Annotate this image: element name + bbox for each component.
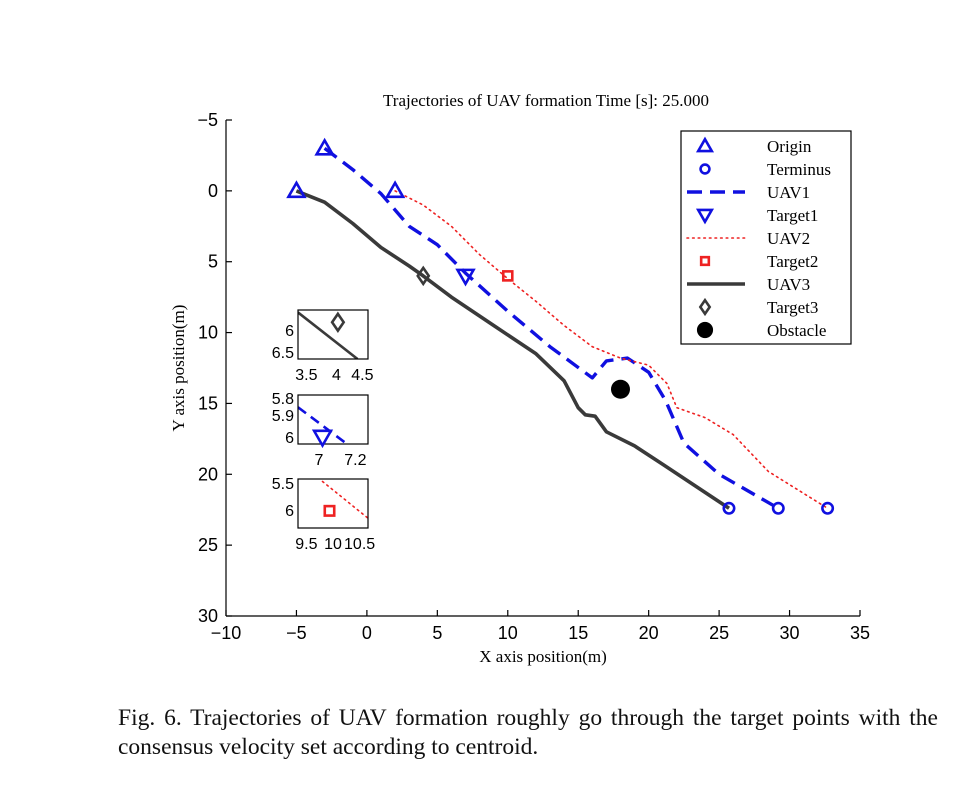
series-line-uav2 (394, 190, 829, 510)
x-tick-label: 30 (780, 623, 800, 643)
marker-obstacle-0 (610, 379, 630, 399)
legend-swatch-origin (695, 136, 715, 153)
series-line-uav1 (323, 146, 780, 510)
inset-content (321, 480, 368, 520)
inset-marker-target1 (311, 429, 334, 449)
chart-title: Trajectories of UAV formation Time [s]: … (383, 91, 709, 110)
y-tick-label: 30 (198, 606, 218, 626)
inset-x-tick-label: 10 (324, 536, 342, 553)
marker-layer (286, 137, 835, 515)
inset-y-tick-label: 5.5 (272, 476, 294, 493)
legend-swatch-target1 (695, 208, 715, 225)
inset-y-tick-label: 6 (285, 323, 294, 340)
trajectory-chart: 66.53.5 4 4.55.85.967 7.25.569.5 10 10.5 −10−… (169, 91, 870, 666)
legend-label-target3: Target3 (767, 298, 818, 317)
inset-y-tick-label: 6 (285, 503, 294, 520)
legend-swatch-terminus (699, 163, 711, 175)
inset-content (298, 311, 359, 359)
legend-label-target2: Target2 (767, 252, 818, 271)
inset-Target2-zoom: 5.5 69.5 10 10.5 (272, 476, 376, 553)
inset-y-tick-label: 6.5 (272, 345, 294, 362)
inset-marker-target3 (330, 311, 346, 333)
legend-label-origin: Origin (767, 137, 812, 156)
y-tick-label: 25 (198, 535, 218, 555)
inset-x-tick-label: 10.5 (344, 536, 375, 553)
marker-origin-2 (384, 180, 406, 199)
inset-frame (297, 394, 369, 445)
figure-caption: Fig. 6. Trajectories of UAV formation ro… (118, 705, 938, 760)
x-tick-label: 25 (709, 623, 729, 643)
inset-x-tick-label: 4.5 (351, 367, 373, 384)
marker-target3-0 (416, 265, 431, 287)
legend-label-target1: Target1 (767, 206, 818, 225)
legend-label-uav2: UAV2 (767, 229, 810, 248)
y-axis-label: Y axis position(m) (169, 305, 188, 432)
inset-trajectory-line (298, 311, 359, 359)
legend-label-uav1: UAV1 (767, 183, 810, 202)
inset-x-tick-label: 7 (315, 452, 324, 469)
inset-x-tick-label: 9.5 (295, 536, 317, 553)
inset-x-tick-label: 4 (332, 367, 341, 384)
legend-label-uav3: UAV3 (767, 275, 810, 294)
marker-origin-0 (314, 137, 335, 156)
inset-y-tick-label: 5.8 (272, 391, 294, 408)
x-tick-label: 10 (498, 623, 518, 643)
series-layer (295, 146, 829, 510)
x-axis-label: X axis position(m) (479, 647, 607, 666)
x-tick-label: 5 (432, 623, 442, 643)
inset-y-tick-label: 6 (285, 430, 294, 447)
y-tick-label: −5 (197, 110, 218, 130)
y-tick-label: 0 (208, 181, 218, 201)
x-tick-label: 20 (639, 623, 659, 643)
legend: Origin Terminus UAV1 Target1 UAV2 Target2 UAV3… (680, 130, 852, 345)
x-tick-label: −5 (286, 623, 307, 643)
inset-trajectory-line (298, 406, 348, 444)
y-tick-label: 5 (208, 252, 218, 272)
axes-layer: −10 −5 0 5 10 15 20 25 30 35 −5 0 5 10 15 20 25 30 Traject… (169, 91, 870, 666)
inset-x-tick-label: 7.2 (344, 452, 366, 469)
marker-terminus-0 (722, 501, 736, 515)
y-tick-label: 20 (198, 464, 218, 484)
x-tick-label: 35 (850, 623, 870, 643)
inset-Target3-zoom: 6 6.53.5 4 4.5 (272, 309, 374, 384)
legend-swatch-target3 (698, 297, 712, 317)
marker-origin-1 (286, 180, 307, 199)
marker-target2-0 (501, 270, 514, 282)
marker-terminus-2 (821, 501, 835, 515)
inset-trajectory-line (321, 480, 368, 520)
inset-x-tick-label: 3.5 (295, 367, 317, 384)
inset-content (298, 406, 348, 444)
legend-label-terminus: Terminus (767, 160, 831, 179)
inset-frame (297, 309, 369, 360)
x-tick-label: −10 (211, 623, 242, 643)
x-tick-label: 15 (568, 623, 588, 643)
marker-target1-0 (455, 268, 476, 287)
legend-label-obstacle: Obstacle (767, 321, 826, 340)
y-tick-label: 15 (198, 393, 218, 413)
marker-terminus-1 (771, 501, 785, 515)
inset-marker-target2 (323, 504, 336, 517)
legend-swatch-obstacle (696, 321, 714, 339)
inset-y-tick-label: 5.9 (272, 408, 294, 425)
inset-layer: 66.53.5 4 4.55.85.967 7.25.569.5 10 10.5 (272, 309, 376, 553)
inset-frame (297, 478, 369, 529)
y-tick-label: 10 (198, 323, 218, 343)
x-tick-label: 0 (362, 623, 372, 643)
series-line-uav3 (295, 189, 730, 510)
inset-Target1-zoom: 5.85.9 6 7 7.2 (272, 391, 369, 469)
legend-swatch-target2 (699, 255, 711, 267)
